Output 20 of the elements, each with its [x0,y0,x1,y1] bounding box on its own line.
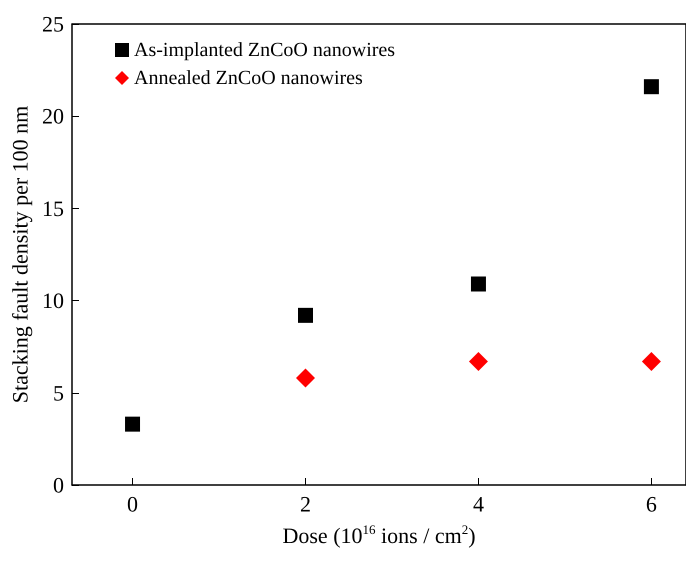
point [644,79,659,94]
point [642,352,661,371]
point [468,352,488,371]
x-tick-label: 0 [127,492,138,516]
y-tick-label: 20 [42,104,64,129]
y-axis-title: Stacking fault density per 100 nm [8,106,33,404]
legend-label: As-implanted ZnCoO nanowires [134,39,396,61]
x-tick-label: 6 [646,492,657,516]
point [298,308,313,323]
y-tick-label: 5 [53,380,64,406]
y-tick-label: 10 [42,288,64,314]
y-tick-label: 15 [42,196,64,221]
y-tick-label: 0 [53,472,64,498]
point [125,416,140,432]
point [296,368,315,388]
y-tick-label: 25 [42,12,64,36]
x-tick-label: 4 [472,492,484,516]
x-tick-label: 2 [300,492,311,516]
legend-label: Annealed ZnCoO nanowires [134,67,364,89]
point [470,276,486,292]
